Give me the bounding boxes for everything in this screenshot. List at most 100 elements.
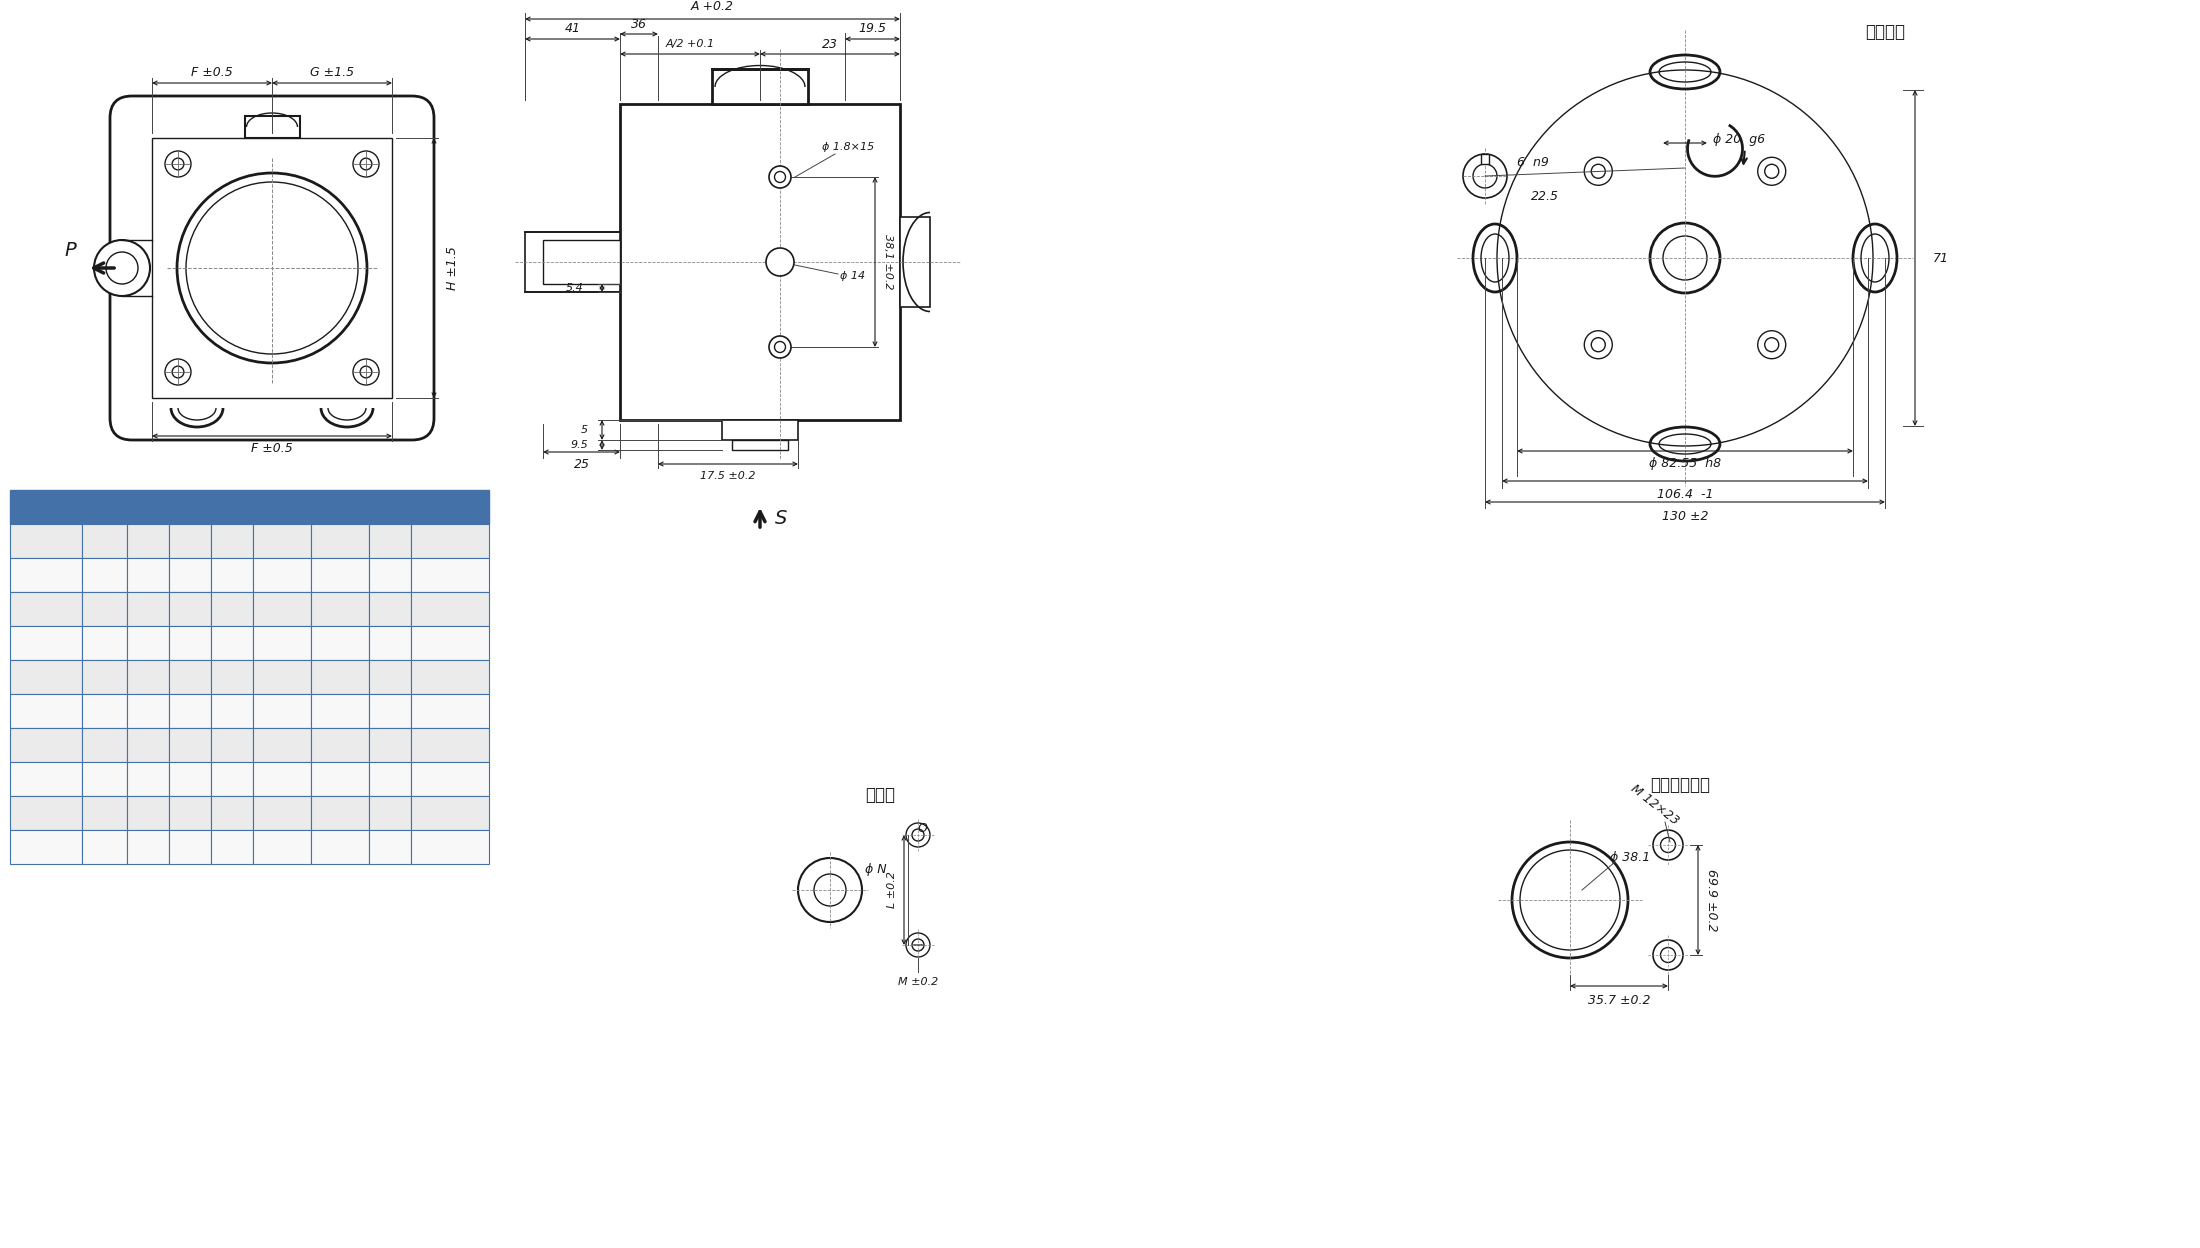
Bar [370, 626, 411, 660]
Bar [310, 830, 370, 864]
Text: M ±0.2: M ±0.2 [898, 977, 937, 987]
Bar [310, 558, 370, 592]
Text: 105: 105 [92, 806, 117, 820]
Bar [11, 796, 81, 830]
Circle shape [1764, 165, 1780, 178]
Text: F ±0.5: F ±0.5 [251, 443, 293, 456]
Bar [713, 69, 807, 104]
Circle shape [172, 158, 185, 170]
Text: 25: 25 [574, 458, 590, 470]
Text: O: O [917, 821, 926, 835]
Bar [253, 830, 310, 864]
Bar [370, 763, 411, 796]
Text: 17,5: 17,5 [326, 534, 356, 548]
Text: ϕ N: ϕ N [865, 864, 887, 876]
Text: 17.5 ±0.2: 17.5 ±0.2 [700, 470, 757, 480]
Text: M10x17: M10x17 [422, 738, 477, 753]
Bar [169, 524, 211, 558]
Circle shape [361, 158, 372, 170]
Text: 71: 71 [95, 568, 114, 582]
Text: 022: 022 [33, 806, 59, 820]
Text: 19: 19 [381, 602, 398, 617]
Text: 26,2: 26,2 [326, 738, 356, 753]
Text: 011: 011 [33, 670, 59, 684]
Bar [310, 728, 370, 763]
Bar [253, 763, 310, 796]
Bar [11, 592, 81, 626]
Circle shape [1591, 338, 1606, 352]
Bar [169, 592, 211, 626]
Text: 35.7 ±0.2: 35.7 ±0.2 [1588, 993, 1650, 1006]
Bar [128, 490, 169, 524]
Text: 52,4: 52,4 [266, 738, 297, 753]
Bar [128, 728, 169, 763]
Circle shape [352, 151, 378, 177]
Text: O: O [444, 499, 458, 514]
Bar [411, 728, 488, 763]
Bar [169, 490, 211, 524]
Text: ϕ 38.1: ϕ 38.1 [1610, 851, 1650, 865]
Bar [211, 694, 253, 728]
Circle shape [906, 934, 931, 957]
Bar [620, 104, 900, 421]
Bar [411, 830, 488, 864]
Circle shape [172, 366, 185, 378]
Text: 22: 22 [332, 602, 350, 617]
Text: 52,4: 52,4 [266, 670, 297, 684]
Text: 005: 005 [33, 568, 59, 582]
Bar [11, 763, 81, 796]
Bar [370, 592, 411, 626]
Bar [211, 660, 253, 694]
Bar [370, 728, 411, 763]
Circle shape [770, 336, 792, 358]
Bar [526, 232, 620, 292]
Bar [411, 558, 488, 592]
Bar [11, 728, 81, 763]
Text: L ±0.2: L ±0.2 [887, 871, 898, 909]
Circle shape [106, 252, 139, 285]
Circle shape [1764, 338, 1780, 352]
Text: ϕ 82.55  h8: ϕ 82.55 h8 [1650, 458, 1720, 470]
Bar [169, 796, 211, 830]
Text: 82: 82 [95, 670, 114, 684]
Text: Size: Size [29, 499, 64, 514]
Bar [411, 626, 488, 660]
Text: 6  n9: 6 n9 [1518, 156, 1549, 168]
Text: 25: 25 [381, 773, 398, 786]
Text: 5: 5 [581, 426, 587, 436]
Text: 26,2: 26,2 [326, 840, 356, 854]
Text: 61: 61 [180, 806, 198, 820]
Text: M8x15: M8x15 [427, 534, 473, 548]
Circle shape [1661, 837, 1676, 852]
Circle shape [1474, 163, 1496, 188]
Text: 59: 59 [222, 636, 240, 650]
Bar [900, 217, 931, 307]
Text: ϕ 14: ϕ 14 [840, 271, 865, 281]
Bar [11, 660, 81, 694]
Circle shape [1758, 157, 1786, 185]
Bar [128, 796, 169, 830]
Bar [411, 763, 488, 796]
Bar [169, 728, 211, 763]
Bar [169, 830, 211, 864]
Text: 52,4: 52,4 [266, 773, 297, 786]
Text: 36: 36 [631, 17, 647, 30]
Text: 61: 61 [180, 840, 198, 854]
Bar [411, 524, 488, 558]
Text: 008: 008 [33, 636, 59, 650]
Text: 106.4  -1: 106.4 -1 [1657, 488, 1714, 500]
Bar [370, 524, 411, 558]
Text: M10x17: M10x17 [422, 670, 477, 684]
Text: 59: 59 [222, 534, 240, 548]
Text: 19.5: 19.5 [858, 22, 887, 35]
Text: 38,1 ±0.2: 38,1 ±0.2 [882, 235, 893, 290]
Bar [11, 524, 81, 558]
Bar [81, 490, 128, 524]
Bar [11, 490, 81, 524]
Text: 025: 025 [33, 840, 59, 854]
Bar [253, 660, 310, 694]
Circle shape [906, 822, 931, 847]
Text: 55: 55 [180, 670, 198, 684]
Text: 87: 87 [95, 704, 114, 718]
Text: 26,2: 26,2 [326, 773, 356, 786]
